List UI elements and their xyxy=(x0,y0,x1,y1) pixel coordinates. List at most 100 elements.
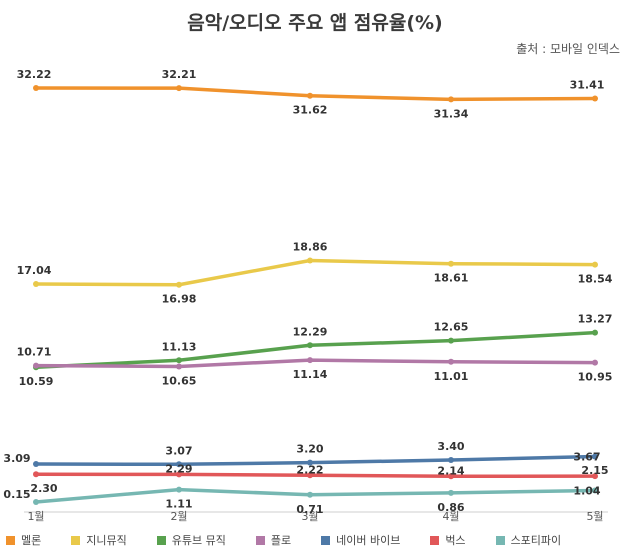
data-label: 3.09 xyxy=(3,452,30,465)
legend-item: 스포티파이 xyxy=(495,532,562,548)
data-point xyxy=(307,92,313,99)
data-point xyxy=(592,95,598,102)
data-label: 12.65 xyxy=(434,321,469,334)
legend-swatch xyxy=(430,535,440,545)
data-label: 32.21 xyxy=(162,68,197,81)
legend-item: 유튜브 뮤직 xyxy=(156,532,226,548)
x-tick-label: 1월 xyxy=(27,510,44,523)
legend-item: 지니뮤직 xyxy=(71,532,127,548)
legend-swatch xyxy=(71,535,81,545)
x-tick-label: 2월 xyxy=(170,510,187,523)
data-label: 0.86 xyxy=(437,501,464,514)
legend-label: 플로 xyxy=(270,534,292,547)
data-point xyxy=(592,453,598,460)
data-point xyxy=(33,471,39,478)
data-label: 0.71 xyxy=(296,503,323,516)
x-tick-label: 5월 xyxy=(586,510,603,523)
data-label: 1.04 xyxy=(573,485,600,498)
data-point xyxy=(176,357,182,364)
data-point xyxy=(176,281,182,288)
series-line xyxy=(34,487,597,504)
data-point xyxy=(307,459,313,466)
series-line xyxy=(34,86,597,102)
legend-swatch xyxy=(156,535,166,545)
data-label: 3.67 xyxy=(573,451,600,464)
data-label: 31.34 xyxy=(434,107,469,120)
legend-label: 네이버 바이브 xyxy=(336,534,401,547)
data-label: 3.40 xyxy=(437,440,464,453)
data-point xyxy=(176,471,182,478)
legend-label: 지니뮤직 xyxy=(86,534,127,547)
data-point xyxy=(176,486,182,493)
legend-item: 플로 xyxy=(255,532,292,548)
data-label: 18.54 xyxy=(578,273,613,286)
data-point xyxy=(448,457,454,464)
data-label: 2.15 xyxy=(581,464,608,477)
legend-label: 벅스 xyxy=(445,534,466,547)
data-label: 31.62 xyxy=(293,104,328,117)
data-label: 31.41 xyxy=(570,78,605,91)
data-label: 11.14 xyxy=(293,368,328,381)
data-point xyxy=(592,487,598,494)
legend-swatch xyxy=(6,535,15,545)
data-point xyxy=(448,358,454,365)
data-label: 3.07 xyxy=(165,444,192,457)
data-point xyxy=(176,461,182,468)
data-point xyxy=(448,473,454,480)
data-label: 16.98 xyxy=(162,293,197,306)
data-point xyxy=(33,499,39,505)
data-label: 17.04 xyxy=(17,264,52,277)
legend-swatch xyxy=(321,535,331,545)
data-point xyxy=(176,363,182,370)
data-point xyxy=(307,257,313,264)
data-label: 2.22 xyxy=(296,463,323,476)
data-point xyxy=(176,85,182,92)
data-label: 3.20 xyxy=(296,443,323,456)
legend-item: 네이버 바이브 xyxy=(321,532,400,548)
data-label: 18.86 xyxy=(293,240,328,253)
data-label: 11.01 xyxy=(434,370,469,383)
x-tick-label: 4월 xyxy=(442,510,459,523)
data-label: 13.27 xyxy=(578,313,613,326)
data-label: 10.65 xyxy=(162,374,197,387)
data-point xyxy=(33,280,39,287)
legend-label: 유튜브 뮤직 xyxy=(171,534,226,547)
series-line xyxy=(34,258,597,287)
legend-item: 멜론 xyxy=(6,532,41,548)
data-point xyxy=(307,472,313,479)
data-label: 2.14 xyxy=(437,464,464,477)
data-point xyxy=(33,362,39,369)
legend-swatch xyxy=(255,535,265,545)
data-point xyxy=(307,357,313,364)
chart-source: 출처 : 모바일 인덱스 xyxy=(516,42,620,56)
data-label: 10.95 xyxy=(578,371,613,384)
data-point xyxy=(448,489,454,496)
data-label: 11.13 xyxy=(162,340,197,353)
data-point xyxy=(33,461,39,468)
data-point xyxy=(592,261,598,268)
data-label: 10.71 xyxy=(17,346,52,359)
data-label: 0.15 xyxy=(3,488,30,501)
data-point xyxy=(33,85,39,91)
data-point xyxy=(307,342,313,349)
chart-title: 음악/오디오 주요 앱 점유율(%) xyxy=(187,12,443,34)
x-tick-label: 3월 xyxy=(301,510,318,523)
data-label: 10.59 xyxy=(19,375,54,388)
data-point xyxy=(592,329,598,336)
legend-label: 스포티파이 xyxy=(510,534,562,547)
data-label: 32.22 xyxy=(17,68,52,81)
data-point xyxy=(307,491,313,498)
data-point xyxy=(448,260,454,267)
legend-label: 멜론 xyxy=(21,534,42,547)
data-point xyxy=(592,359,598,366)
legend-item: 벅스 xyxy=(430,532,466,548)
data-point xyxy=(592,473,598,480)
legend-swatch xyxy=(495,535,505,545)
data-point xyxy=(448,96,454,103)
data-label: 18.61 xyxy=(434,272,469,285)
data-label: 2.30 xyxy=(30,482,57,495)
data-label: 2.29 xyxy=(165,462,192,475)
data-label: 1.11 xyxy=(165,498,192,511)
